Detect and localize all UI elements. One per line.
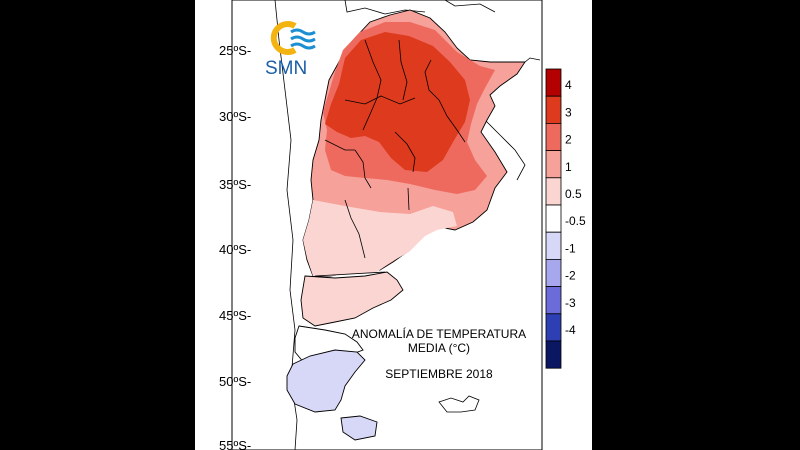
anomaly-map: SMN 25ºS- 30ºS- 35ºS- 40ºS- 45ºS- 50ºS- … — [219, 0, 586, 450]
map-frame — [231, 0, 543, 450]
legend-bin — [545, 123, 562, 152]
legend-bin — [545, 258, 562, 287]
region-patagonia-north — [300, 271, 404, 327]
logo-wave-2 — [290, 35, 316, 43]
legend-bin — [545, 286, 562, 315]
latitude-labels: 25ºS- 30ºS- 35ºS- 40ºS- 45ºS- 50ºS- 55ºS… — [219, 43, 251, 450]
legend-bin — [545, 231, 562, 260]
legend-bin — [545, 313, 562, 342]
lat-label-40: 40ºS- — [219, 242, 251, 257]
logo-sun-arc — [270, 21, 297, 55]
map-title-line1: ANOMALÍA DE TEMPERATURA — [352, 326, 526, 341]
lat-label-35: 35ºS- — [219, 177, 251, 192]
region-tierra-del-fuego — [340, 415, 378, 441]
legend-label: -4 — [565, 323, 576, 337]
color-legend: 4 3 2 1 0.5 -0.5 -1 -2 -3 -4 — [545, 68, 586, 369]
provincial-borders — [314, 39, 466, 277]
lat-label-45: 45ºS- — [219, 308, 251, 323]
logo-wave-3 — [290, 42, 316, 50]
legend-bin — [545, 340, 562, 369]
argentina-anomaly-fill — [286, 9, 526, 441]
legend-bin — [545, 68, 562, 97]
map-period: SEPTIEMBRE 2018 — [385, 367, 493, 381]
legend-label: 1 — [565, 160, 572, 174]
legend-bin — [545, 95, 562, 124]
legend-label: 4 — [565, 78, 572, 92]
smn-logo: SMN — [265, 21, 316, 79]
lat-label-30: 30ºS- — [219, 109, 251, 124]
region-05-1 — [303, 200, 457, 276]
legend-label: 3 — [565, 105, 572, 119]
map-title-line2: MEDIA (°C) — [408, 341, 470, 355]
lat-label-25: 25ºS- — [219, 43, 251, 58]
logo-text: SMN — [265, 58, 307, 79]
legend-label: -2 — [565, 269, 576, 283]
logo-wave-1 — [290, 28, 316, 36]
map-title: ANOMALÍA DE TEMPERATURA MEDIA (°C) SEPTI… — [352, 326, 526, 381]
legend-bin — [545, 177, 562, 206]
legend-label: -3 — [565, 296, 576, 310]
region-3-4 — [325, 32, 470, 172]
region-patagonia-south — [286, 349, 366, 413]
legend-bin — [545, 150, 562, 179]
legend-bin — [545, 204, 562, 233]
legend-label: -1 — [565, 241, 576, 255]
malvinas-islands — [438, 395, 480, 413]
map-panel: SMN 25ºS- 30ºS- 35ºS- 40ºS- 45ºS- 50ºS- … — [195, 0, 592, 450]
lat-label-50: 50ºS- — [219, 374, 251, 389]
legend-label: -0.5 — [565, 214, 586, 228]
legend-label: 2 — [565, 133, 572, 147]
legend-label: 0.5 — [565, 187, 582, 201]
lat-label-55: 55ºS- — [219, 438, 251, 450]
